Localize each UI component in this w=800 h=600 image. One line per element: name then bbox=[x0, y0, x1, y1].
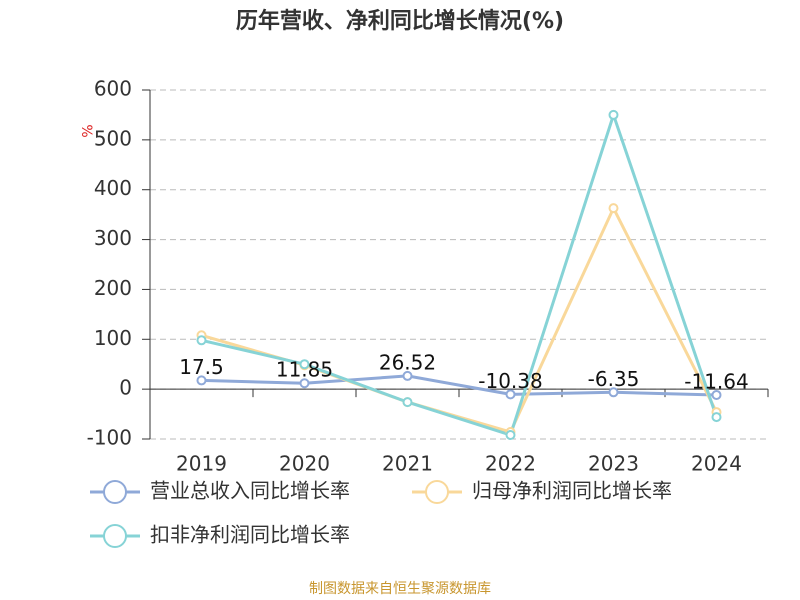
data-point bbox=[711, 412, 722, 423]
y-tick-label: 600 bbox=[94, 77, 132, 101]
y-axis-label: % bbox=[78, 124, 94, 137]
data-label: -11.64 bbox=[684, 369, 748, 393]
data-point bbox=[608, 203, 619, 214]
y-tick-label: 200 bbox=[94, 276, 132, 300]
data-point bbox=[505, 430, 516, 441]
series-line bbox=[201, 110, 718, 437]
data-point bbox=[608, 109, 619, 120]
y-tick-label: 500 bbox=[94, 126, 132, 150]
legend-marker bbox=[103, 480, 127, 504]
legend-label: 归母净利润同比增长率 bbox=[472, 479, 672, 503]
y-tick-label: 400 bbox=[94, 176, 132, 200]
x-tick-label: 2020 bbox=[279, 452, 330, 476]
x-tick-label: 2023 bbox=[588, 452, 639, 476]
y-tick-label: -100 bbox=[87, 426, 132, 450]
x-tick-label: 2022 bbox=[485, 452, 536, 476]
legend-label: 扣非净利润同比增长率 bbox=[150, 523, 350, 547]
data-point bbox=[711, 389, 722, 400]
data-label: 17.5 bbox=[179, 355, 224, 379]
data-point bbox=[196, 335, 207, 346]
y-tick-label: 0 bbox=[119, 376, 132, 400]
data-label: -6.35 bbox=[588, 367, 640, 391]
data-point bbox=[402, 397, 413, 408]
legend-label: 营业总收入同比增长率 bbox=[150, 479, 350, 503]
source-note: 制图数据来自恒生聚源数据库 bbox=[309, 581, 491, 597]
data-point bbox=[196, 375, 207, 386]
data-point bbox=[299, 359, 310, 370]
x-tick-label: 2024 bbox=[691, 452, 742, 476]
chart-title: 历年营收、净利同比增长情况(%) bbox=[236, 8, 564, 34]
data-point bbox=[608, 387, 619, 398]
data-label: -10.38 bbox=[478, 369, 542, 393]
data-label: 11.85 bbox=[276, 358, 333, 382]
legend-marker bbox=[103, 524, 127, 548]
legend-marker bbox=[425, 480, 449, 504]
y-tick-label: 100 bbox=[94, 326, 132, 350]
data-point bbox=[505, 389, 516, 400]
series-line bbox=[201, 204, 718, 434]
x-tick-label: 2021 bbox=[382, 452, 433, 476]
data-label: 26.52 bbox=[379, 350, 436, 374]
data-point bbox=[402, 370, 413, 381]
series-line bbox=[201, 374, 717, 397]
y-tick-label: 300 bbox=[94, 226, 132, 250]
x-tick-label: 2019 bbox=[176, 452, 227, 476]
data-point bbox=[299, 378, 310, 389]
